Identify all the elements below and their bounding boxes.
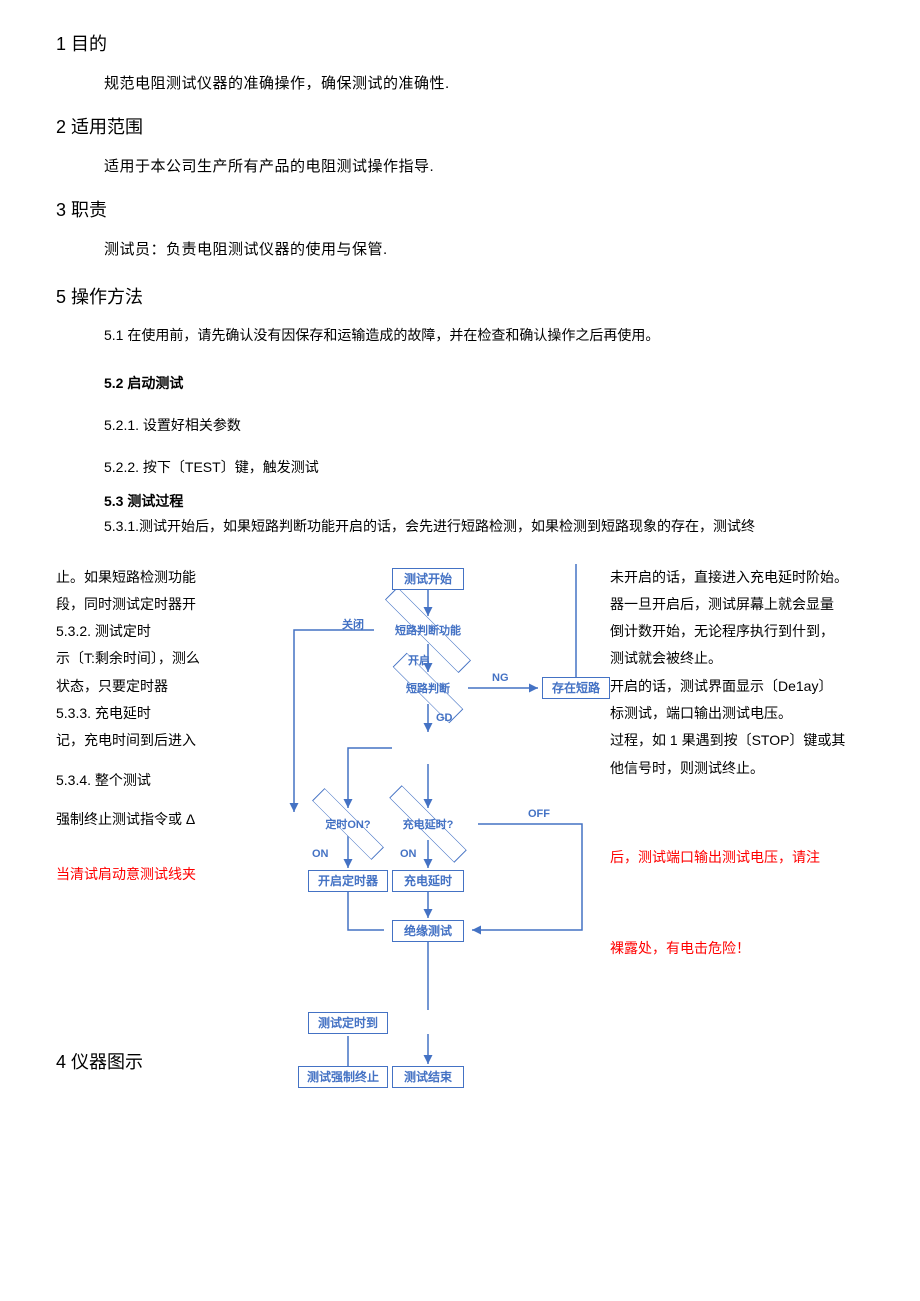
flow-short-judge: 短路判断 bbox=[388, 670, 468, 706]
section-1-title: 1 目的 bbox=[56, 30, 864, 56]
section-2-body: 适用于本公司生产所有产品的电阻测试操作指导. bbox=[104, 155, 864, 176]
section-2-title: 2 适用范围 bbox=[56, 113, 864, 139]
label-off: OFF bbox=[528, 808, 550, 820]
right-line: 器一旦开启后，测试屏幕上就会显量 bbox=[610, 591, 864, 618]
flow-charge-delay: 充电延时 bbox=[392, 870, 464, 892]
left-line: 段，同时测试定时器开 bbox=[56, 591, 238, 618]
left-line: 5.3.3. 充电延时 bbox=[56, 700, 238, 727]
section-5-title: 5 操作方法 bbox=[56, 283, 864, 309]
flow-timer-on: 定时ON? bbox=[306, 808, 390, 840]
label-close: 关闭 bbox=[342, 616, 364, 632]
right-line: 倒计数开始，无论程序执行到什到， bbox=[610, 618, 864, 645]
item-5-3-1: 5.3.1.测试开始后，如果短路判断功能开启的话，会先进行短路检测，如果检测到短… bbox=[104, 513, 864, 540]
right-line: 开启的话，测试界面显示〔De1ay〕 bbox=[610, 673, 864, 700]
item-5-3: 5.3 测试过程 bbox=[104, 491, 864, 511]
left-line: 记，充电时间到后进入 bbox=[56, 727, 238, 754]
flow-force-end: 测试强制终止 bbox=[298, 1066, 388, 1088]
left-line: 5.3.4. 整个测试 bbox=[56, 767, 238, 794]
section-3-body: 测试员：负责电阻测试仪器的使用与保管. bbox=[104, 238, 864, 259]
right-warning-1: 后，测试端口输出测试电压，请注 bbox=[610, 842, 864, 873]
right-line: 测试就会被终止。 bbox=[610, 645, 864, 672]
left-line: 止。如果短路检测功能 bbox=[56, 564, 238, 591]
left-line: 状态，只要定时器 bbox=[56, 673, 238, 700]
flow-timer-end: 测试定时到 bbox=[308, 1012, 388, 1034]
flow-charge-time: 充电延时? bbox=[382, 808, 474, 840]
right-warning-2: 裸露处，有电击危险！ bbox=[610, 933, 864, 964]
flow-short-func: 短路判断功能 bbox=[376, 614, 480, 646]
right-line: 他信号时，则测试终止。 bbox=[610, 755, 864, 782]
item-5-1: 5.1 在使用前，请先确认没有因保存和运输造成的故障，并在检查和确认操作之后再使… bbox=[104, 325, 864, 345]
left-line: 强制终止测试指令或 Δ bbox=[56, 806, 238, 833]
label-on-2: ON bbox=[400, 848, 417, 860]
flow-start-timer: 开启定时器 bbox=[308, 870, 388, 892]
item-5-2: 5.2 启动测试 bbox=[104, 373, 864, 393]
flow-insul-test: 绝缘测试 bbox=[392, 920, 464, 942]
item-5-2-1: 5.2.1. 设置好相关参数 bbox=[104, 415, 864, 435]
right-line: 标测试，端口输出测试电压。 bbox=[610, 700, 864, 727]
right-line: 过程，如 1 果遇到按〔STOP〕键或其 bbox=[610, 727, 864, 754]
right-text-column: 未开启的话，直接进入充电延时阶始。 器一旦开启后，测试屏幕上就会显量 倒计数开始… bbox=[610, 564, 864, 964]
flow-exist-short: 存在短路 bbox=[542, 677, 610, 699]
left-line: 示〔T:剩余时间〕，测么 bbox=[56, 645, 238, 672]
left-warning: 当清试肩动意测试线夹 bbox=[56, 861, 238, 888]
flow-start: 测试开始 bbox=[392, 568, 464, 590]
item-5-2-2: 5.2.2. 按下〔TEST〕键，触发测试 bbox=[104, 457, 864, 477]
label-on-1: ON bbox=[312, 848, 329, 860]
right-line: 未开启的话，直接进入充电延时阶始。 bbox=[610, 564, 864, 591]
left-text-column: 止。如果短路检测功能 段，同时测试定时器开 5.3.2. 测试定时 示〔T:剩余… bbox=[56, 564, 238, 889]
flowchart-diagram: 测试开始 短路判断功能 短路判断 存在短路 定时ON? 充电延时? 开启定时器 … bbox=[242, 564, 614, 1104]
left-line: 5.3.2. 测试定时 bbox=[56, 618, 238, 645]
flow-test-end: 测试结束 bbox=[392, 1066, 464, 1088]
label-gd: GD bbox=[436, 712, 453, 724]
section-3-title: 3 职责 bbox=[56, 196, 864, 222]
label-ng: NG bbox=[492, 672, 509, 684]
label-open: 开启 bbox=[408, 652, 430, 668]
section-4-title: 4 仪器图示 bbox=[56, 1048, 143, 1074]
section-1-body: 规范电阻测试仪器的准确操作，确保测试的准确性. bbox=[104, 72, 864, 93]
